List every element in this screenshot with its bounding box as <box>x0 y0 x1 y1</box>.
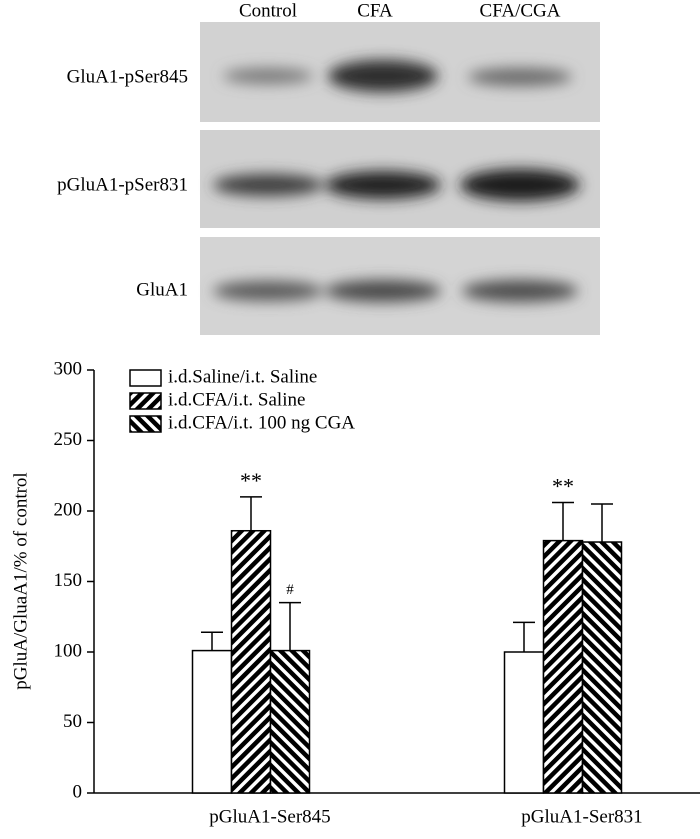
y-tick-label: 100 <box>54 640 83 661</box>
blot-panel: Control CFA CFA/CGA GluA1-pSer845 pGluA1… <box>57 0 600 335</box>
y-tick-label: 250 <box>54 429 83 450</box>
band <box>325 280 441 302</box>
row-label: GluA1-pSer845 <box>67 66 188 87</box>
y-tick-label: 50 <box>63 711 82 732</box>
y-tick-label: 200 <box>54 499 83 520</box>
band <box>325 171 441 199</box>
error-bar <box>591 503 613 543</box>
error-bar <box>552 501 574 541</box>
bar <box>191 649 233 794</box>
column-label: Control <box>239 0 297 21</box>
band <box>213 174 323 196</box>
annotation: ** <box>552 474 574 499</box>
annotation: ** <box>240 468 262 493</box>
annotation: # <box>286 582 294 598</box>
bar <box>503 651 545 794</box>
bar <box>542 539 584 794</box>
column-label: CFA <box>357 0 393 21</box>
legend-swatch <box>129 369 162 387</box>
column-label: CFA/CGA <box>480 0 561 21</box>
x-tick-label: pGluA1-Ser831 <box>521 806 642 827</box>
y-tick-label: 150 <box>54 570 83 591</box>
legend-label: i.d.Saline/i.t. Saline <box>168 366 317 387</box>
error-bar <box>279 601 301 651</box>
bar <box>581 541 623 794</box>
error-bar <box>240 496 262 531</box>
band <box>328 60 438 92</box>
row-label: pGluA1-pSer831 <box>57 174 188 195</box>
y-axis-label: pGluA/GluaA1/% of control <box>10 472 31 689</box>
bar <box>269 649 311 794</box>
legend-swatch <box>129 392 162 410</box>
legend-label: i.d.CFA/i.t. 100 ng CGA <box>168 412 355 433</box>
bar <box>230 529 272 794</box>
band <box>468 68 572 86</box>
row-label: GluA1 <box>136 279 188 300</box>
legend-swatch <box>129 415 162 433</box>
bands <box>213 60 580 302</box>
error-bar <box>201 631 223 651</box>
band <box>213 281 323 301</box>
band <box>462 280 578 302</box>
y-tick-label: 0 <box>73 781 83 802</box>
legend-label: i.d.CFA/i.t. Saline <box>168 389 305 410</box>
y-tick-label: 300 <box>54 358 83 379</box>
band <box>223 68 313 84</box>
x-tick-label: pGluA1-Ser845 <box>209 806 330 827</box>
band <box>460 169 580 201</box>
error-bar <box>513 621 535 652</box>
